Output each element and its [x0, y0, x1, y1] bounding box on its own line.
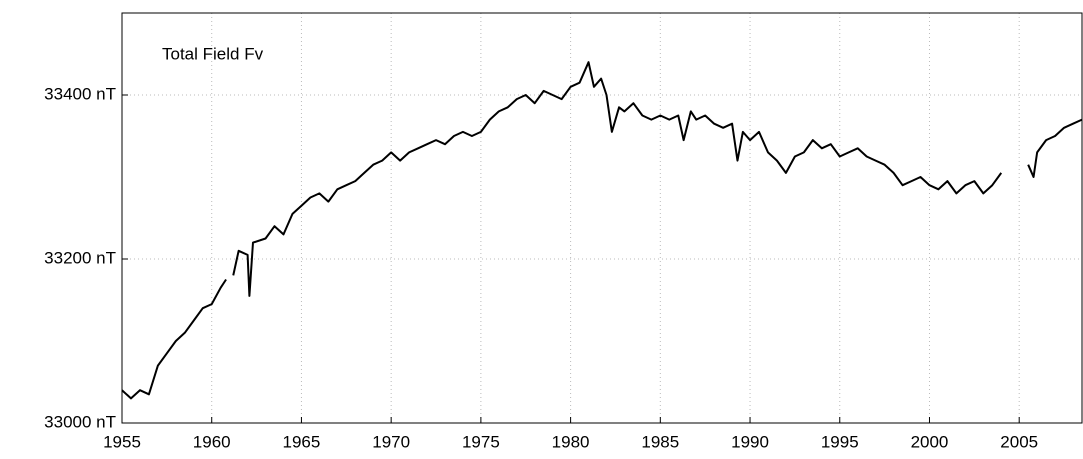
- x-tick-label: 1995: [821, 432, 859, 451]
- y-tick-label: 33000 nT: [44, 412, 116, 431]
- y-tick-label: 33200 nT: [44, 248, 116, 267]
- x-tick-label: 1985: [641, 432, 679, 451]
- data-line: [121, 61, 1083, 400]
- x-tick-label: 1965: [283, 432, 321, 451]
- annotation: Total Field Fv: [162, 44, 264, 63]
- x-tick-label: 2000: [911, 432, 949, 451]
- y-tick-label: 33400 nT: [44, 84, 116, 103]
- x-tick-label: 1970: [372, 432, 410, 451]
- x-tick-label: 2005: [1000, 432, 1038, 451]
- plot-frame: [121, 12, 1083, 424]
- x-tick-label: 1955: [103, 432, 141, 451]
- x-tick-label: 1975: [462, 432, 500, 451]
- x-tick-label: 1990: [731, 432, 769, 451]
- x-tick-label: 1980: [552, 432, 590, 451]
- x-tick-label: 1960: [193, 432, 231, 451]
